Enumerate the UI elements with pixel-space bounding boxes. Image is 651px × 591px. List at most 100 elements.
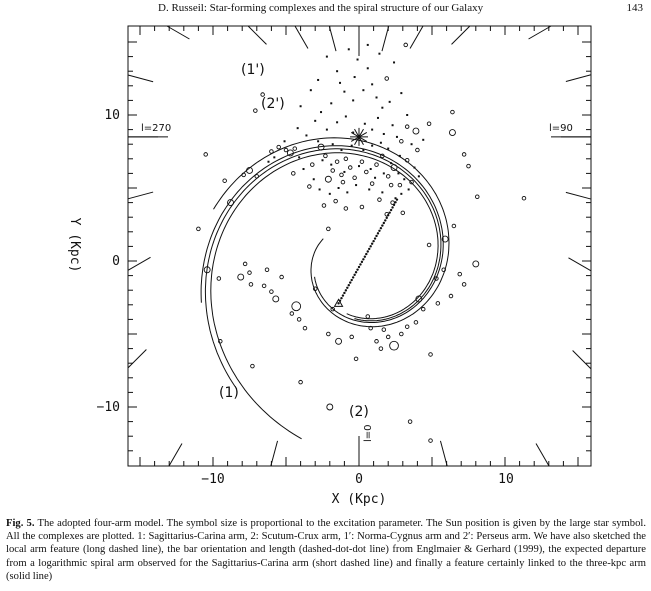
bar-dot bbox=[394, 201, 397, 204]
dot-marker bbox=[299, 105, 302, 108]
arm-curve-1-prime bbox=[210, 152, 439, 440]
complex-marker bbox=[412, 127, 420, 135]
complex-marker bbox=[381, 327, 387, 332]
complex-marker bbox=[291, 301, 302, 312]
dot-marker bbox=[330, 102, 333, 105]
arm-label-norma-cygnus: (1') bbox=[241, 62, 265, 78]
longitude-tick bbox=[409, 25, 424, 49]
bar-dot bbox=[378, 229, 381, 232]
complex-marker bbox=[291, 171, 296, 176]
complex-marker bbox=[380, 153, 385, 159]
complex-marker bbox=[352, 175, 357, 181]
dot-marker bbox=[296, 127, 299, 130]
bar-dot bbox=[365, 252, 368, 256]
dot-marker bbox=[374, 176, 377, 179]
complex-marker bbox=[323, 153, 328, 159]
complex-marker bbox=[289, 311, 295, 316]
complex-marker bbox=[359, 204, 365, 210]
y-tick-label: 10 bbox=[104, 108, 120, 123]
bar-dot bbox=[344, 289, 348, 292]
dot-marker bbox=[267, 160, 270, 163]
longitude-tick bbox=[127, 191, 154, 200]
dot-marker bbox=[393, 61, 396, 64]
dot-marker bbox=[366, 43, 369, 46]
dot-marker bbox=[371, 144, 374, 147]
dot-marker bbox=[325, 55, 328, 58]
complex-marker bbox=[384, 212, 389, 217]
complex-marker bbox=[222, 178, 227, 183]
bar-end-marker bbox=[333, 298, 344, 307]
longitude-tick bbox=[439, 440, 448, 467]
bar-dot bbox=[391, 206, 394, 209]
complex-marker bbox=[317, 143, 325, 151]
complex-marker bbox=[413, 320, 419, 325]
dot-marker bbox=[413, 166, 416, 169]
longitude-tick bbox=[535, 443, 550, 467]
dot-marker bbox=[407, 188, 410, 191]
dot-marker bbox=[298, 156, 301, 159]
longitude-tick bbox=[572, 350, 592, 370]
complex-marker bbox=[296, 317, 302, 322]
dot-marker bbox=[336, 121, 339, 124]
complex-marker bbox=[248, 282, 254, 287]
complex-marker bbox=[340, 179, 346, 185]
bar-dot bbox=[385, 216, 388, 220]
complex-marker bbox=[415, 295, 423, 303]
complex-marker bbox=[326, 331, 331, 337]
complex-marker bbox=[298, 379, 303, 385]
bar-dot bbox=[350, 278, 353, 282]
bar-dot bbox=[382, 221, 386, 225]
bar-dot bbox=[363, 255, 367, 258]
dot-marker bbox=[400, 92, 403, 95]
complex-marker bbox=[254, 174, 260, 179]
dot-marker bbox=[376, 116, 379, 119]
dot-marker bbox=[320, 111, 323, 114]
galaxy-arm-figure: −10 0 10 10 0 −10 X (Kpc) Y (Kpc) l=270 … bbox=[67, 25, 592, 507]
complex-marker bbox=[466, 163, 471, 169]
bar-dot bbox=[389, 208, 393, 212]
complex-marker bbox=[364, 169, 369, 175]
dot-marker bbox=[375, 96, 378, 99]
complex-marker bbox=[286, 149, 294, 157]
complex-marker bbox=[384, 76, 389, 81]
bar-dot bbox=[376, 232, 380, 235]
longitude-tick bbox=[127, 349, 147, 369]
bar-dot bbox=[369, 245, 372, 248]
bar-dot bbox=[379, 226, 383, 230]
bar-dot bbox=[351, 276, 355, 279]
complex-marker bbox=[339, 172, 344, 178]
complex-marker bbox=[390, 164, 398, 172]
bar-dot bbox=[346, 286, 349, 289]
complex-marker bbox=[461, 152, 467, 157]
dot-marker bbox=[382, 132, 385, 135]
dot-marker bbox=[309, 89, 312, 92]
dot-marker bbox=[395, 135, 398, 138]
y-axis-title: Y (Kpc) bbox=[67, 218, 82, 273]
dot-marker bbox=[381, 191, 384, 194]
x-tick-label: 10 bbox=[498, 472, 514, 487]
complex-marker bbox=[369, 181, 375, 186]
complex-marker bbox=[330, 306, 335, 312]
arm-label-scutum-crux: (2) bbox=[349, 404, 369, 420]
complex-marker bbox=[237, 273, 245, 281]
complex-marker bbox=[292, 146, 298, 151]
dot-marker bbox=[406, 114, 409, 116]
dot-marker bbox=[317, 140, 320, 143]
dot-marker bbox=[305, 134, 308, 137]
page-number: 143 bbox=[626, 2, 644, 14]
dot-marker bbox=[350, 144, 353, 147]
figure-caption: Fig. 5. The adopted four-arm model. The … bbox=[6, 517, 646, 583]
complex-marker bbox=[374, 339, 379, 344]
sun-symbol bbox=[350, 127, 368, 146]
dot-marker bbox=[331, 143, 334, 146]
dot-marker bbox=[371, 83, 374, 86]
dot-marker bbox=[388, 100, 391, 103]
dot-marker bbox=[397, 172, 400, 175]
dot-marker bbox=[394, 197, 397, 200]
running-title: D. Russeil: Star-forming complexes and t… bbox=[158, 2, 484, 14]
complex-marker bbox=[450, 109, 455, 115]
complex-marker bbox=[448, 293, 454, 299]
complex-marker bbox=[302, 325, 308, 331]
bar-dot bbox=[356, 268, 359, 271]
complex-marker bbox=[451, 223, 457, 229]
